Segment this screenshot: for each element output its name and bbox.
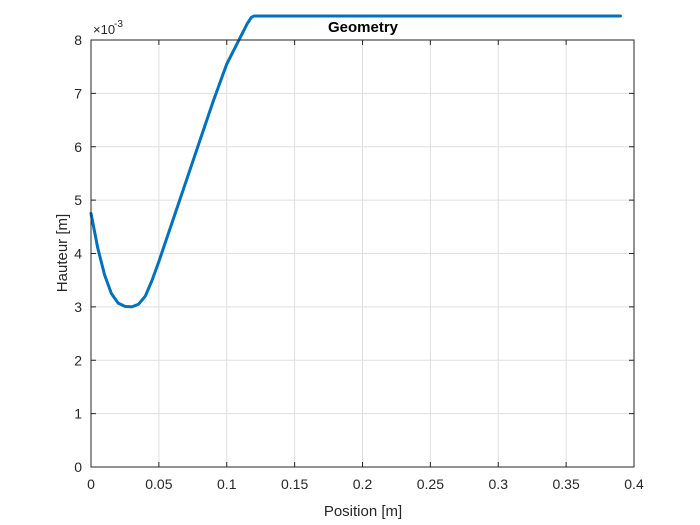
y-tick-label: 3 <box>74 299 82 315</box>
x-tick-label: 0.2 <box>353 476 373 492</box>
y-tick-label: 2 <box>74 352 82 368</box>
grid <box>90 39 635 468</box>
tick-labels: 0 0.05 0.1 0.15 0.2 0.25 0.3 0.35 0.4 0 1 2 3 4 5 6 7 8 <box>74 32 644 492</box>
x-tick-label: 0.25 <box>417 476 444 492</box>
x-tick-label: 0.3 <box>489 476 509 492</box>
y-tick-label: 6 <box>74 139 82 155</box>
y-tick-label: 1 <box>74 406 82 422</box>
series-line <box>89 14 622 309</box>
y-tick-label: 0 <box>74 459 82 475</box>
x-tick-label: 0.1 <box>217 476 237 492</box>
y-tick-label: 5 <box>74 192 82 208</box>
x-tick-label: 0.05 <box>145 476 172 492</box>
x-axis-label: Position [m] <box>324 503 402 520</box>
y-tick-label: 4 <box>74 246 82 262</box>
x-tick-label: 0.35 <box>553 476 580 492</box>
series-layer <box>89 14 622 309</box>
chart-title: Geometry <box>328 19 399 36</box>
x-tick-label: 0.4 <box>624 476 644 492</box>
y-axis-label: Hauteur [m] <box>54 214 71 292</box>
y-tick-label: 8 <box>74 32 82 48</box>
y-tick-label: 7 <box>74 85 82 101</box>
y-exponent-power: -3 <box>114 19 123 30</box>
axes <box>90 39 635 468</box>
y-exponent-base: ×10 <box>93 22 115 37</box>
x-tick-label: 0.15 <box>281 476 308 492</box>
x-tick-label: 0 <box>87 476 95 492</box>
